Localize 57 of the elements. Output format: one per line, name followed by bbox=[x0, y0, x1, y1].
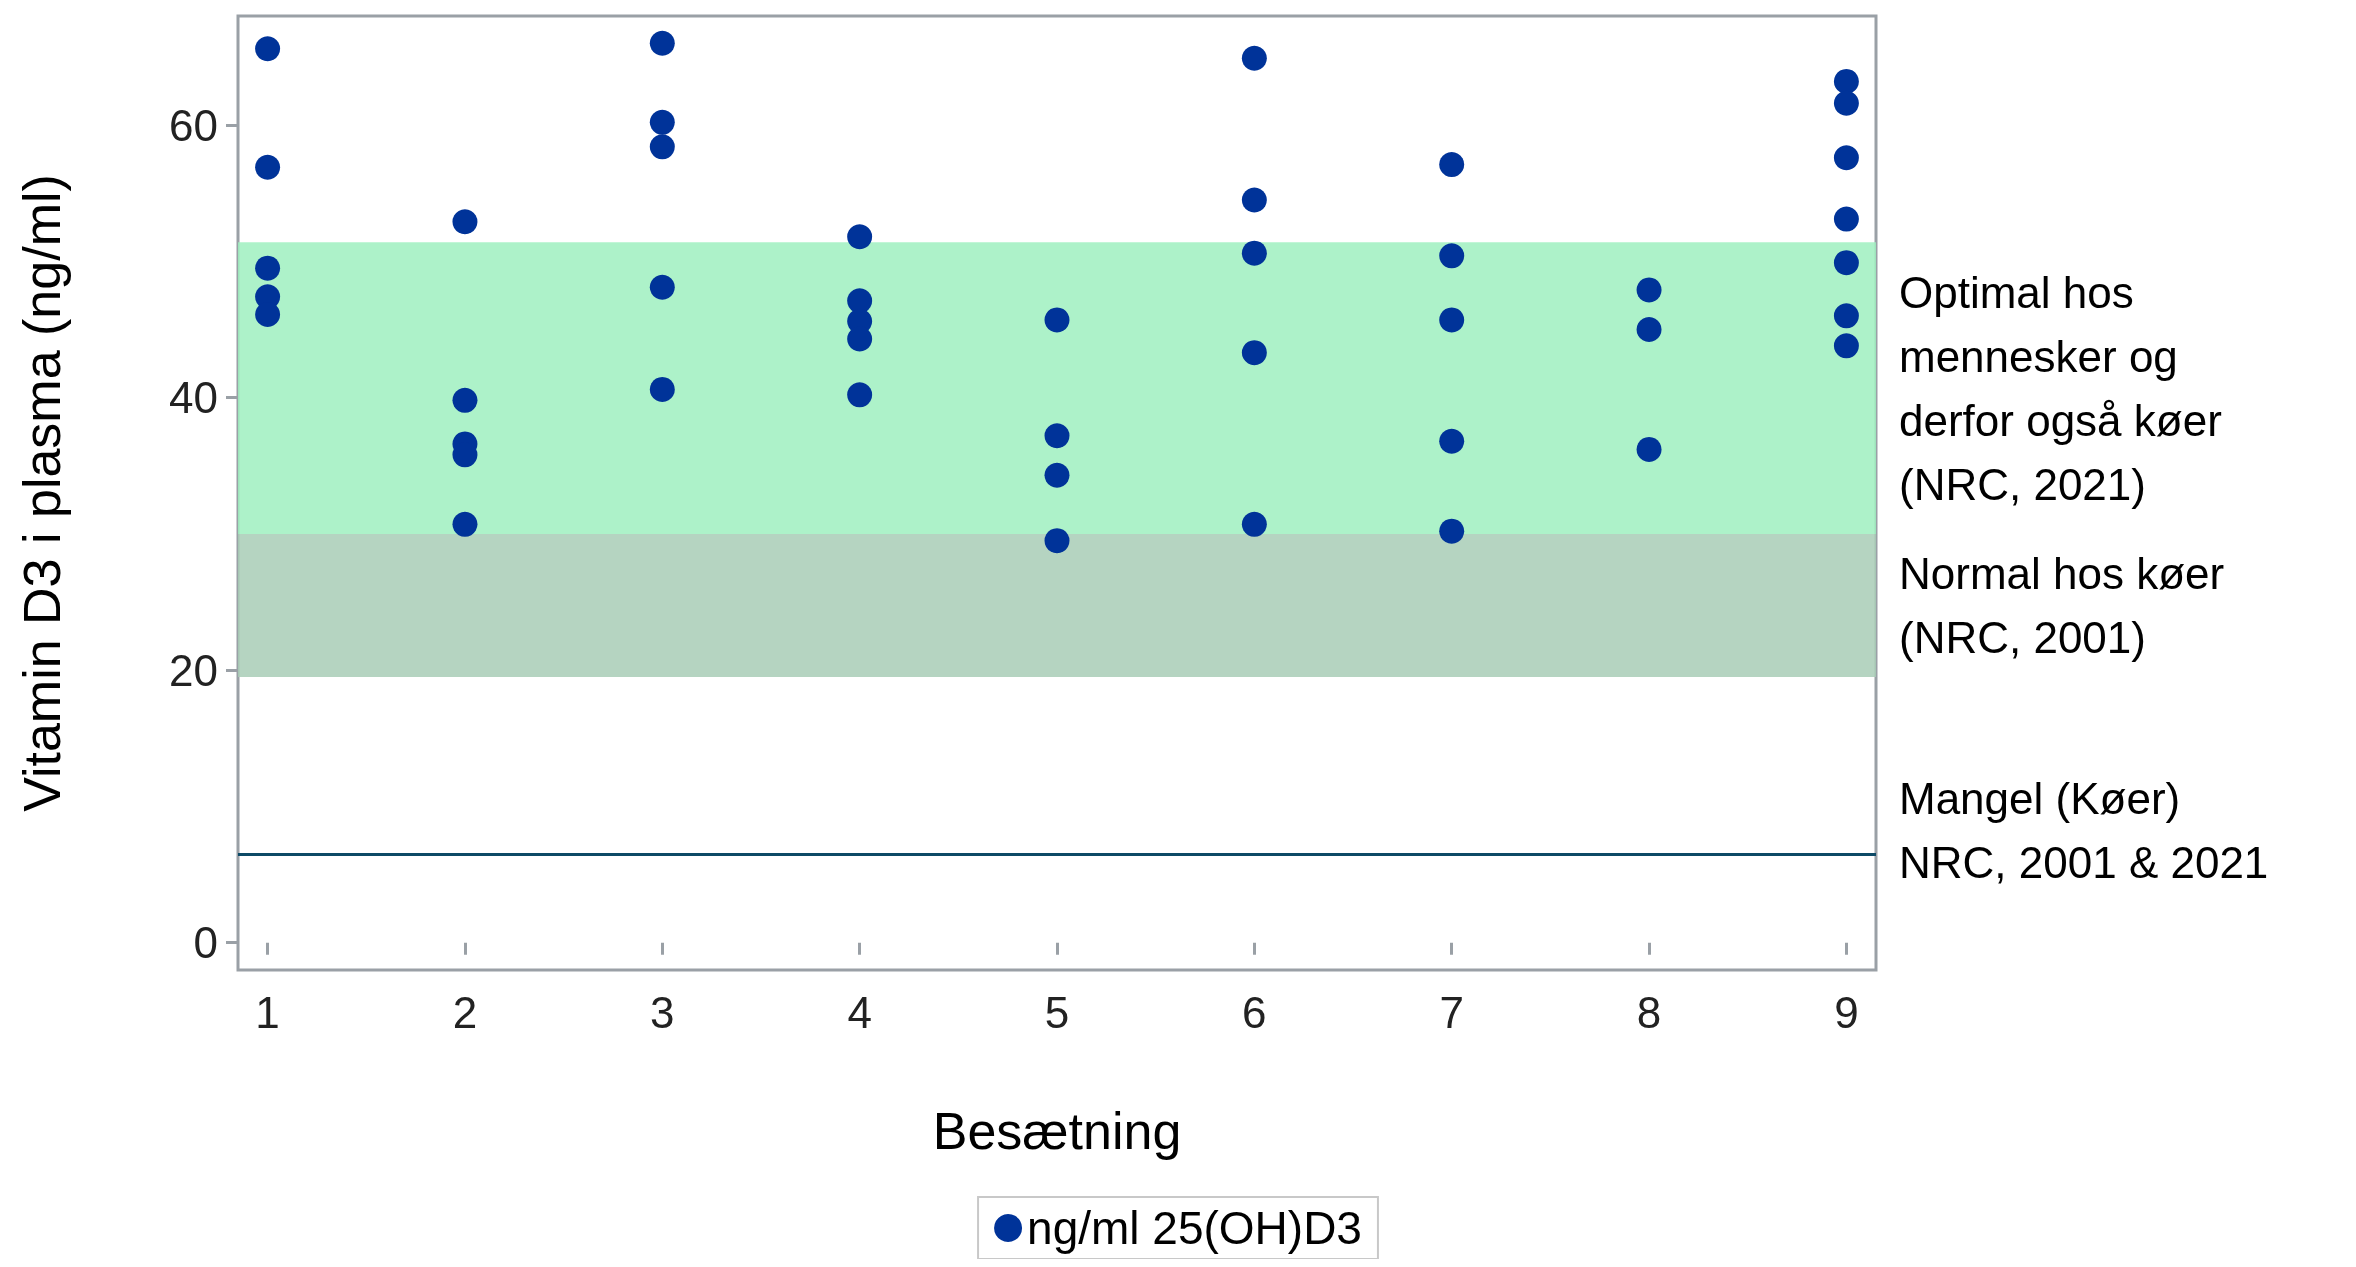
point bbox=[1833, 303, 1859, 329]
y-tick-label: 20 bbox=[169, 645, 218, 695]
x-axis-title: Besætning bbox=[932, 1102, 1182, 1160]
point bbox=[1833, 68, 1859, 94]
point bbox=[1439, 518, 1465, 544]
point bbox=[255, 154, 281, 180]
point bbox=[847, 224, 873, 250]
point bbox=[1833, 145, 1859, 171]
band-label: Optimal hos mennesker og derfor også køer (NRC, 2021) bbox=[1899, 267, 2235, 509]
x-tick-label: 7 bbox=[1439, 987, 1464, 1037]
y-axis-title: Vitamin D3 i plasma (ng/ml) bbox=[13, 174, 71, 812]
point bbox=[649, 134, 675, 160]
point bbox=[1833, 333, 1859, 359]
point bbox=[452, 511, 478, 537]
point bbox=[1439, 307, 1465, 333]
x-tick-label: 4 bbox=[847, 987, 872, 1037]
x-tick-label: 2 bbox=[452, 987, 478, 1037]
point bbox=[1044, 462, 1070, 488]
point bbox=[1241, 511, 1267, 537]
point bbox=[1241, 240, 1267, 266]
x-tick-label: 9 bbox=[1834, 987, 1859, 1037]
point bbox=[847, 288, 873, 314]
x-tick-label: 1 bbox=[255, 987, 280, 1037]
point bbox=[1833, 206, 1859, 232]
legend-label: ng/ml 25(OH)D3 bbox=[1027, 1202, 1362, 1254]
point bbox=[649, 376, 675, 402]
y-tick-label: 40 bbox=[169, 373, 218, 423]
point bbox=[1044, 528, 1070, 554]
point bbox=[649, 109, 675, 135]
point bbox=[1439, 243, 1465, 269]
point bbox=[255, 255, 281, 281]
x-tick-label: 6 bbox=[1242, 987, 1267, 1037]
point bbox=[1636, 277, 1662, 303]
point bbox=[1044, 307, 1070, 333]
x-tick-label: 8 bbox=[1636, 987, 1662, 1037]
point bbox=[1833, 90, 1859, 116]
point bbox=[1241, 45, 1267, 71]
point bbox=[1241, 340, 1267, 366]
ref-line-label: Mangel (Køer) NRC, 2001 & 2021 bbox=[1899, 773, 2269, 887]
point bbox=[1636, 316, 1662, 342]
point bbox=[1439, 428, 1465, 454]
point bbox=[1833, 250, 1859, 276]
point bbox=[649, 30, 675, 56]
point bbox=[452, 387, 478, 413]
x-tick-label: 3 bbox=[650, 987, 675, 1037]
point bbox=[452, 209, 478, 235]
y-tick-label: 60 bbox=[169, 100, 218, 150]
point bbox=[255, 36, 281, 62]
band-label: Normal hos køer (NRC, 2001) bbox=[1899, 548, 2237, 662]
y-tick-label: 0 bbox=[193, 918, 218, 968]
point bbox=[1241, 187, 1267, 213]
point bbox=[649, 274, 675, 300]
x-tick-label: 5 bbox=[1044, 987, 1070, 1037]
point bbox=[1439, 152, 1465, 178]
point bbox=[1044, 423, 1070, 449]
point bbox=[1636, 436, 1662, 462]
point bbox=[847, 382, 873, 408]
